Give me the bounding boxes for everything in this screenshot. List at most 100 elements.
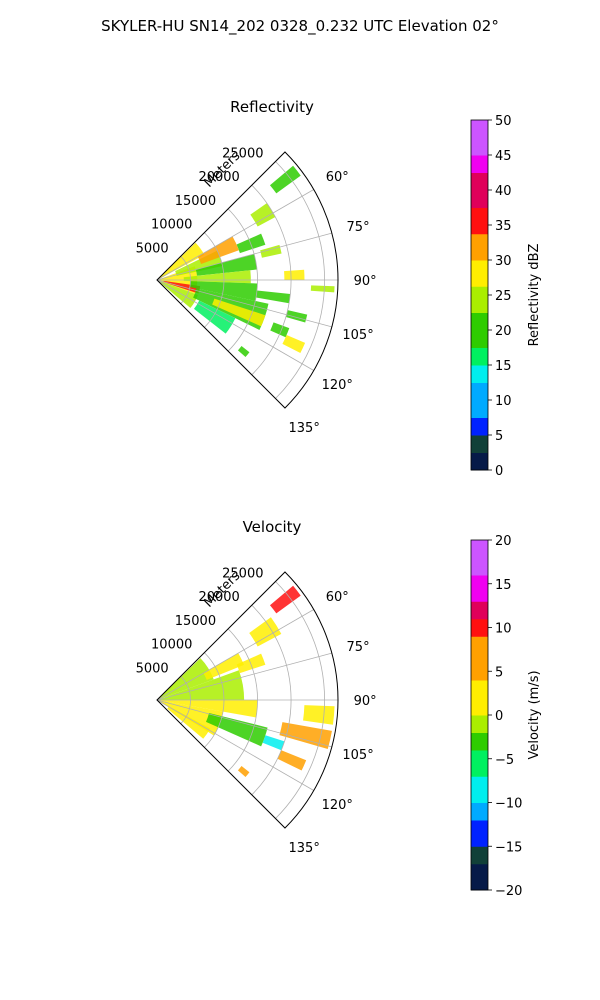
colorbar-segment (471, 548, 488, 558)
colorbar-tick-label: 10 (495, 622, 512, 637)
azimuth-tick-label: 105° (342, 748, 373, 763)
colorbar-segment (471, 697, 488, 707)
colorbar-tick-label: 0 (495, 709, 503, 724)
radial-tick-label: 25000 (222, 566, 263, 581)
colorbar-segment (471, 286, 488, 296)
colorbar-segment (471, 732, 488, 742)
chart-title: Reflectivity (230, 98, 314, 116)
echo-cell (203, 653, 245, 680)
azimuth-tick-label: 120° (322, 798, 353, 813)
echo-cell (157, 670, 245, 700)
colorbar-tick-label: 10 (495, 394, 512, 409)
colorbar-segment (471, 312, 488, 322)
colorbar-segment (471, 662, 488, 672)
colorbar-tick-label: 0 (495, 464, 503, 479)
echo-cell (195, 253, 258, 276)
sector-frame (156, 571, 339, 829)
colorbar-tick-label: 5 (495, 665, 503, 680)
echo-cell (262, 735, 285, 751)
colorbar-segment (471, 723, 488, 733)
colorbar-segment (471, 557, 488, 567)
colorbar-segment (471, 872, 488, 882)
colorbar-segment (471, 338, 488, 348)
colorbar-segment (471, 837, 488, 847)
colorbar-segment (471, 295, 488, 305)
azimuth-tick-label: 120° (322, 378, 353, 393)
colorbar-segment (471, 776, 488, 786)
colorbar-segment (471, 452, 488, 462)
colorbar-segment (471, 347, 488, 357)
colorbar-segment (471, 575, 488, 585)
colorbar-segment (471, 592, 488, 602)
colorbar-segment (471, 251, 488, 261)
colorbar-segment (471, 391, 488, 401)
echo-cell (285, 310, 308, 323)
colorbar-segment (471, 417, 488, 427)
echo-cell (310, 285, 335, 293)
colorbar-segment (471, 767, 488, 777)
colorbar-segment (471, 566, 488, 576)
colorbar-segment (471, 321, 488, 331)
colorbar-segment (471, 627, 488, 637)
radial-tick-label: 20000 (198, 590, 239, 605)
colorbar-segment (471, 400, 488, 410)
radial-tick-label: 20000 (198, 170, 239, 185)
azimuth-tick-label: 60° (326, 170, 349, 185)
colorbar-tick-label: −20 (495, 884, 522, 899)
colorbar-segment (471, 443, 488, 453)
azimuth-tick-label: 75° (347, 640, 370, 655)
colorbar-segment (471, 688, 488, 698)
colorbar-tick-label: 50 (495, 114, 512, 129)
colorbar-tick-label: 25 (495, 289, 512, 304)
echo-cell (237, 346, 250, 357)
echo-cell (250, 203, 276, 227)
colorbar-segment (471, 435, 488, 445)
colorbar-segment (471, 671, 488, 681)
colorbar-segment (471, 715, 488, 725)
colorbar-segment (471, 373, 488, 383)
radial-tick-label: 5000 (136, 661, 169, 676)
colorbar-segment (471, 785, 488, 795)
azimuth-spoke (156, 699, 314, 791)
azimuth-spoke (156, 652, 332, 701)
colorbar-segment (471, 233, 488, 243)
colorbar-tick-label: 15 (495, 578, 512, 593)
azimuth-spoke (156, 609, 314, 701)
colorbar-segment (471, 242, 488, 252)
colorbar-tick-label: −15 (495, 840, 522, 855)
colorbar-tick-label: 15 (495, 359, 512, 374)
colorbar-segment (471, 461, 488, 471)
colorbar-segment (471, 426, 488, 436)
colorbar-segment (471, 855, 488, 865)
colorbar-segment (471, 802, 488, 812)
figure-suptitle: SKYLER-HU SN14_202 0328_0.232 UTC Elevat… (101, 17, 499, 36)
azimuth-tick-label: 90° (354, 274, 377, 289)
colorbar-segment (471, 382, 488, 392)
colorbar-tick-label: 20 (495, 324, 512, 339)
colorbar-tick-label: 20 (495, 534, 512, 549)
echo-cell (256, 290, 291, 304)
colorbar-segment (471, 881, 488, 891)
colorbar-segment (471, 207, 488, 217)
colorbar-segment (471, 540, 488, 550)
echo-cell (303, 705, 335, 725)
colorbar-segment (471, 758, 488, 768)
sector-frame (156, 151, 339, 409)
colorbar-segment (471, 828, 488, 838)
radial-tick-label: 10000 (151, 638, 192, 653)
colorbar-segment (471, 303, 488, 313)
colorbar-segment (471, 137, 488, 147)
colorbar-segment (471, 741, 488, 751)
echo-cell (167, 706, 211, 739)
echo-layer (157, 585, 335, 777)
colorbar-segment (471, 365, 488, 375)
azimuth-spoke (156, 279, 332, 328)
azimuth-spoke (156, 699, 332, 748)
azimuth-spoke (156, 232, 332, 281)
echo-layer (157, 165, 335, 357)
colorbar-tick-label: −10 (495, 797, 522, 812)
colorbar-segment (471, 846, 488, 856)
colorbar-segment (471, 172, 488, 182)
colorbar-tick-label: 40 (495, 184, 512, 199)
radial-tick-label: 15000 (175, 194, 216, 209)
